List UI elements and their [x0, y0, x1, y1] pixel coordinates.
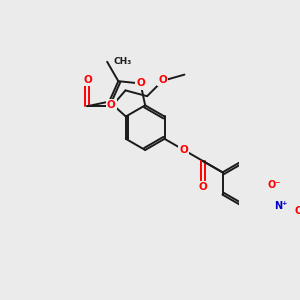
Text: O: O	[199, 182, 208, 193]
Text: O: O	[158, 75, 167, 85]
Text: O: O	[179, 145, 188, 155]
Text: O⁻: O⁻	[267, 180, 280, 190]
Text: N⁺: N⁺	[274, 201, 287, 211]
Text: O: O	[83, 75, 92, 85]
Text: O: O	[107, 100, 116, 110]
Text: CH₃: CH₃	[113, 57, 132, 66]
Text: O: O	[136, 79, 145, 88]
Text: O: O	[294, 206, 300, 216]
